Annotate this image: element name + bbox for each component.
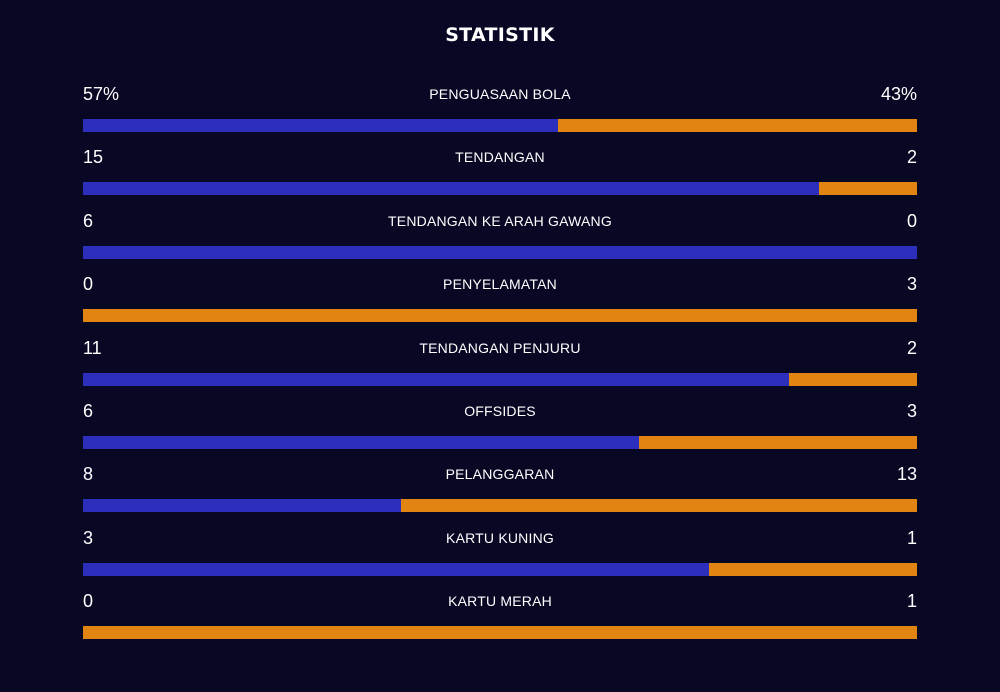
home-value: 6 [83, 400, 94, 421]
comparison-bar [83, 499, 917, 513]
page-title: STATISTIK [445, 24, 555, 46]
away-bar-fill [400, 499, 917, 513]
home-value: 11 [83, 337, 102, 358]
away-value: 43% [880, 84, 917, 104]
comparison-bar [83, 626, 917, 640]
away-value: 2 [906, 337, 917, 358]
comparison-bar [83, 119, 917, 132]
stat-label: TENDANGAN KE ARAH GAWANG [388, 212, 612, 229]
stat-row: 11 TENDANGAN PENJURU 2 [83, 336, 917, 399]
home-bar-fill [83, 245, 917, 259]
home-value: 57% [83, 84, 120, 104]
stat-label: TENDANGAN [455, 149, 545, 166]
stat-label: PENGUASAAN BOLA [429, 86, 571, 102]
away-bar-fill [788, 372, 917, 386]
away-value: 1 [906, 527, 917, 548]
home-bar-fill [83, 499, 401, 513]
comparison-bar [83, 182, 917, 196]
home-bar-fill [83, 372, 789, 386]
away-value: 3 [906, 274, 917, 295]
stat-row: 0 KARTU MERAH 1 [83, 589, 917, 652]
stats-list: 57% PENGUASAAN BOLA 43% 15 TENDANGAN 2 6 TENDAN… [83, 82, 917, 653]
stat-header: 6 OFFSIDES 3 [83, 399, 917, 423]
home-value: 8 [83, 464, 94, 485]
away-bar-fill [638, 435, 917, 449]
stat-row: 0 PENYELAMATAN 3 [83, 272, 917, 335]
stat-label: OFFSIDES [464, 402, 536, 419]
stat-row: 15 TENDANGAN 2 [83, 145, 917, 208]
away-bar-fill [83, 309, 917, 323]
home-bar-fill [83, 119, 559, 132]
away-value: 13 [896, 464, 917, 485]
stat-row: 8 PELANGGARAN 13 [83, 462, 917, 525]
stat-header: 6 TENDANGAN KE ARAH GAWANG 0 [83, 209, 917, 233]
stat-label: KARTU MERAH [448, 593, 552, 610]
away-value: 0 [906, 210, 917, 231]
stat-row: 3 KARTU KUNING 1 [83, 526, 917, 589]
stat-header: 3 KARTU KUNING 1 [83, 526, 917, 550]
stat-header: 0 PENYELAMATAN 3 [83, 272, 917, 296]
stat-header: 0 KARTU MERAH 1 [83, 589, 917, 613]
comparison-bar [83, 562, 917, 576]
comparison-bar [83, 372, 917, 386]
home-value: 6 [83, 210, 94, 231]
stat-row: 6 OFFSIDES 3 [83, 399, 917, 462]
stat-label: PELANGGARAN [445, 466, 555, 483]
stat-header: 57% PENGUASAAN BOLA 43% [83, 82, 917, 106]
away-bar-fill [818, 182, 917, 196]
stat-label: KARTU KUNING [446, 529, 554, 546]
home-value: 0 [83, 591, 94, 612]
stat-label: TENDANGAN PENJURU [419, 339, 581, 356]
comparison-bar [83, 309, 917, 323]
stat-header: 15 TENDANGAN 2 [83, 145, 917, 169]
away-value: 3 [906, 400, 917, 421]
stat-label: PENYELAMATAN [443, 276, 557, 293]
comparison-bar [83, 245, 917, 259]
stat-header: 8 PELANGGARAN 13 [83, 462, 917, 486]
away-bar-fill [83, 626, 917, 640]
away-bar-fill [708, 562, 917, 576]
stat-row: 6 TENDANGAN KE ARAH GAWANG 0 [83, 209, 917, 272]
home-value: 15 [83, 147, 104, 168]
home-value: 3 [83, 527, 94, 548]
away-bar-fill [558, 119, 917, 132]
away-value: 2 [906, 147, 917, 168]
stat-header: 11 TENDANGAN PENJURU 2 [83, 336, 917, 360]
home-value: 0 [83, 274, 94, 295]
home-bar-fill [83, 182, 819, 196]
comparison-bar [83, 435, 917, 449]
away-value: 1 [906, 591, 917, 612]
home-bar-fill [83, 562, 709, 576]
home-bar-fill [83, 435, 639, 449]
stat-row: 57% PENGUASAAN BOLA 43% [83, 82, 917, 145]
